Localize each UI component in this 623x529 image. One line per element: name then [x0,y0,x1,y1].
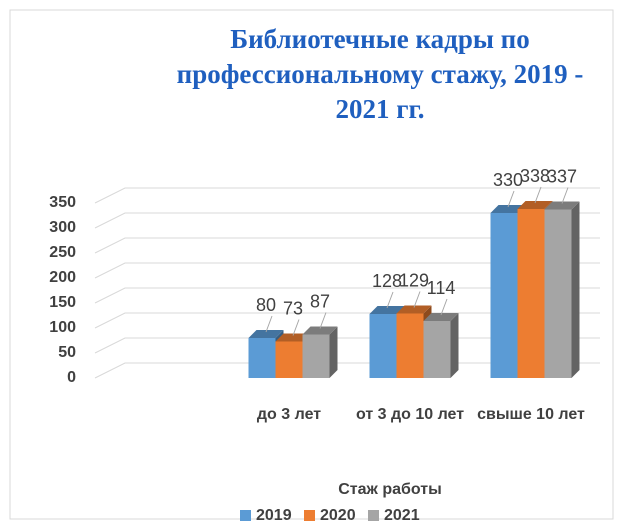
grid-line [94,237,600,254]
chart-title: Библиотечные кадры по профессиональному … [176,24,584,124]
y-tick-label: 50 [58,344,76,361]
y-tick-label: 250 [49,244,76,261]
legend-swatch [304,510,315,521]
bar [423,313,459,378]
bar [544,201,580,378]
leader-line [413,291,421,308]
data-label: 80 [256,295,276,315]
legend-label: 2019 [256,507,292,524]
y-tick-label: 0 [67,369,76,386]
x-tick-label: свыше 10 лет [477,406,585,423]
legend-swatch [368,510,379,521]
legend-swatch [240,510,251,521]
grid-line [94,187,600,204]
leader-line [265,315,273,333]
leader-line [507,190,515,208]
grid-line [94,212,600,229]
data-label: 128 [372,271,402,291]
data-label: 338 [520,166,550,186]
data-label: 114 [427,278,456,298]
x-tick-label: от 3 до 10 лет [355,406,465,423]
x-tick-label: до 3 лет [256,406,322,423]
data-label: 129 [399,270,429,290]
leader-line [386,291,394,309]
y-tick-label: 300 [49,219,76,236]
data-label: 87 [310,291,330,311]
leader-line [440,298,448,316]
leader-line [534,186,542,204]
leader-line [319,312,327,329]
y-tick-label: 350 [49,194,76,211]
leader-line [561,187,569,204]
data-label: 337 [547,166,577,186]
grid-line [94,287,600,304]
x-axis-label: Стаж работы [338,481,442,498]
legend-label: 2021 [384,507,420,524]
y-tick-label: 100 [49,319,76,336]
grid-line [94,262,600,279]
data-label: 73 [283,298,303,318]
leader-line [292,319,300,336]
data-label: 330 [493,170,523,190]
bar [302,326,338,378]
y-tick-label: 200 [49,269,76,286]
y-tick-label: 150 [49,294,76,311]
legend-label: 2020 [320,507,356,524]
